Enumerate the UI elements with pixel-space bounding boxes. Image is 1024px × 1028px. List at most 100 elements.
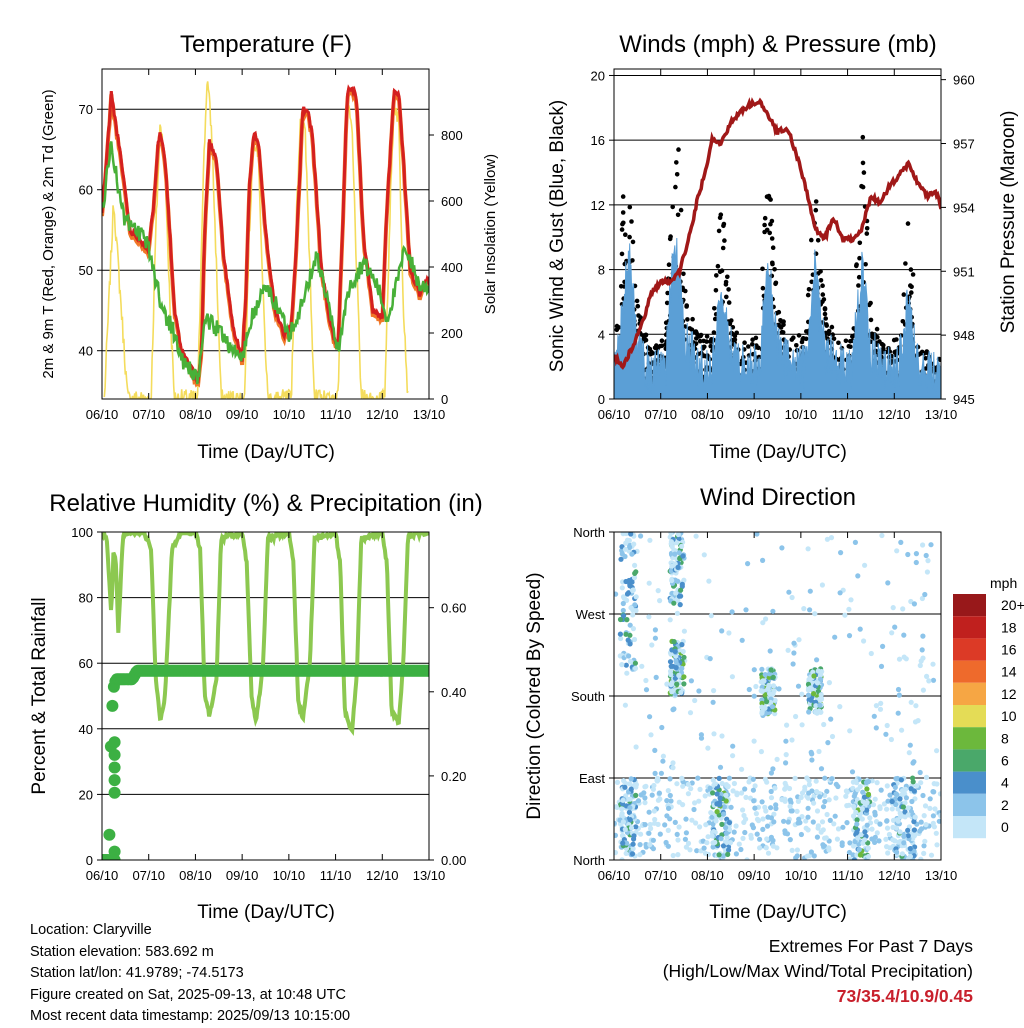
direction-point [628,825,635,831]
direction-point [622,702,629,708]
direction-point [725,851,731,858]
pressure-tick-label: 960 [953,73,975,88]
direction-point [805,692,812,698]
direction-point [932,806,938,812]
legend-swatch [953,682,986,705]
direction-point [679,775,685,781]
direction-point [805,827,811,833]
gust-point [645,345,651,350]
direction-point [628,532,634,537]
x-tick-label: 11/10 [320,868,352,883]
direction-point [828,716,834,722]
direction-point [674,610,681,616]
direction-point [726,847,732,853]
direction-point [873,725,879,731]
direction-point [909,798,915,805]
direction-point [892,624,898,630]
direction-point [770,843,776,849]
direction-point [668,798,674,804]
legend-swatch [953,793,986,816]
direction-point [832,634,838,640]
x-tick-label: 07/10 [644,407,677,422]
direction-point [680,783,686,789]
x-tick-label: 12/10 [878,407,911,422]
direction-point [884,818,890,824]
gust-point [772,267,777,272]
x-tick-label: 12/10 [878,868,911,883]
direction-point [901,840,907,846]
direction-point [720,853,726,859]
gust-point [809,279,814,285]
direction-point [721,811,727,817]
direction-point [678,689,684,696]
direction-point [923,822,929,828]
direction-point [717,802,723,808]
direction-point [734,792,740,798]
direction-tick-label: East [579,771,605,786]
direction-point [714,791,720,797]
direction-point [881,801,888,807]
gust-point [730,325,736,330]
humidity-xlabel: Time (Day/UTC) [197,902,335,923]
direction-point [938,812,941,819]
direction-point [631,541,637,547]
direction-point [847,728,853,734]
direction-point [783,738,789,744]
direction-point [679,665,685,672]
direction-point [910,779,916,785]
direction-point [850,813,857,819]
direction-point [668,532,674,536]
direction-point [750,776,756,782]
humidity-tick-label: 0 [86,853,93,868]
direction-point [754,532,760,537]
direction-point [628,605,634,611]
direction-point [799,691,805,697]
direction-point [672,561,678,567]
wind-tick-label: 12 [591,198,605,213]
direction-point [843,793,849,799]
direction-point [822,775,828,781]
direction-point [818,676,824,683]
direction-point [862,562,868,568]
gust-point [713,288,719,293]
x-tick-label: 08/10 [179,407,212,422]
direction-point [789,594,795,601]
direction-point [752,783,758,789]
direction-point [730,743,736,749]
gust-point [937,357,941,362]
direction-point [647,714,653,720]
direction-point [740,807,746,813]
direction-point [867,815,873,821]
humidity-ylabel-left: Percent & Total Rainfall [29,597,50,794]
winds-series [614,97,941,399]
direction-point [751,738,757,744]
direction-point [852,838,858,845]
direction-point [855,573,861,579]
direction-point [687,710,694,716]
direction-point [846,802,852,808]
direction-point [753,683,759,690]
gust-point [813,199,819,204]
direction-point [788,808,794,814]
direction-point [681,681,687,687]
direction-point [782,828,788,834]
direction-point [851,803,857,810]
direction-point [784,722,790,728]
direction-point [802,784,808,790]
gust-point [664,300,670,306]
gust-point [791,335,796,341]
gust-point [829,324,835,330]
direction-point [633,792,639,799]
direction-point [805,546,811,552]
direction-point [826,797,832,803]
direction-point [681,628,688,634]
direction-point [894,849,900,855]
direction-point [877,804,883,810]
gust-point [820,283,825,289]
direction-point [776,686,782,692]
pressure-tick-label: 948 [953,328,975,343]
gust-point [859,183,864,189]
direction-point [847,856,853,860]
direction-point [898,777,905,783]
direction-point [897,829,903,835]
